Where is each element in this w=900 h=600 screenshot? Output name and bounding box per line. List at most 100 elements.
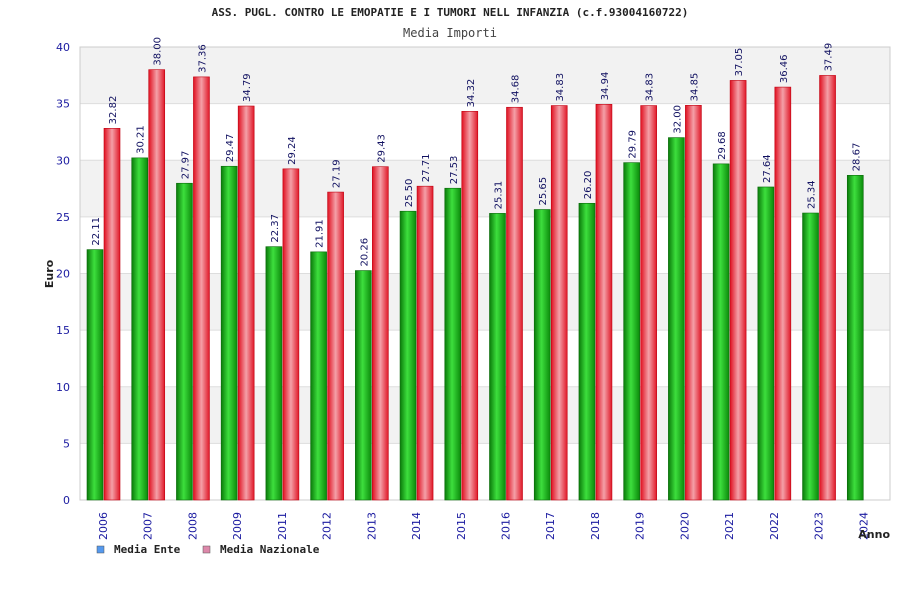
data-label: 37.49 [824, 43, 835, 72]
data-label: 29.79 [628, 130, 639, 159]
plot-band [80, 216, 890, 274]
plot-band [80, 160, 890, 217]
y-tick-label: 35 [56, 98, 70, 111]
x-axis-ticks: 2006 2007 2008 2009 2011 2012 2013 2014 2015 2016… [97, 512, 870, 540]
bar-media-ente-2008 [176, 182, 193, 501]
bar-media-ente-2021 [712, 163, 730, 501]
data-label: 32.00 [672, 105, 683, 134]
data-label: 37.36 [197, 44, 208, 73]
bar-media-nazionale-2009 [237, 105, 255, 501]
data-label: 25.34 [807, 180, 818, 209]
data-label: 34.83 [645, 73, 656, 102]
x-tick-label: 2016 [500, 512, 513, 540]
data-label: 26.20 [583, 171, 594, 200]
data-label: 34.85 [689, 73, 700, 102]
x-tick-label: 2013 [365, 512, 378, 540]
y-tick-label: 40 [56, 41, 70, 54]
data-label: 34.68 [511, 75, 522, 104]
bar-media-ente-2017 [533, 209, 551, 501]
x-tick-label: 2014 [410, 512, 423, 540]
x-tick-label: 2007 [142, 512, 155, 540]
y-tick-label: 10 [56, 381, 70, 394]
data-label: 25.65 [538, 177, 549, 206]
y-axis-label: Euro [43, 259, 56, 288]
y-tick-label: 5 [63, 437, 70, 450]
x-tick-label: 2022 [768, 512, 781, 540]
bar-media-nazionale-2019 [640, 105, 657, 501]
data-label: 29.43 [376, 134, 387, 163]
legend-label-media-ente: Media Ente [114, 543, 181, 556]
x-tick-label: 2021 [723, 512, 736, 540]
x-tick-label: 2020 [678, 512, 691, 540]
plot-frame [79, 46, 891, 501]
data-label: 36.46 [779, 54, 790, 83]
legend-label-media-nazionale: Media Nazionale [220, 543, 320, 556]
data-label: 34.79 [242, 73, 253, 102]
data-label: 27.19 [332, 159, 343, 188]
bar-media-nazionale-2021 [729, 80, 747, 501]
chart-title: ASS. PUGL. CONTRO LE EMOPATIE E I TUMORI… [212, 6, 689, 19]
x-tick-label: 2018 [589, 512, 602, 540]
bar-media-nazionale-2007 [148, 69, 166, 501]
bar-media-nazionale-2022 [774, 86, 792, 501]
x-axis-label: Anno [858, 528, 890, 541]
bar-media-ente-2006 [86, 249, 104, 501]
x-tick-label: 2012 [321, 512, 334, 540]
data-label: 27.64 [762, 154, 773, 183]
plot-band [80, 273, 890, 331]
bar-media-ente-2023 [802, 212, 819, 501]
data-label: 25.31 [494, 181, 505, 210]
data-label: 25.50 [404, 179, 415, 208]
y-tick-label: 15 [56, 324, 70, 337]
legend-swatch-media-ente [96, 545, 105, 554]
x-tick-label: 2011 [276, 512, 289, 540]
y-tick-label: 25 [56, 211, 70, 224]
bar-media-nazionale-2013 [372, 166, 389, 501]
bar-media-nazionale-2014 [416, 185, 434, 501]
data-label: 34.32 [466, 79, 477, 108]
data-label: 29.24 [287, 136, 298, 165]
plot-band [80, 386, 890, 444]
bar-media-nazionale-2012 [327, 191, 344, 501]
legend-swatch-media-nazionale [202, 545, 211, 554]
plot-bands [80, 47, 890, 500]
data-label: 32.82 [108, 96, 119, 125]
bar-media-ente-2014 [399, 210, 417, 501]
data-label: 21.91 [315, 219, 326, 248]
x-tick-label: 2017 [544, 512, 557, 540]
bar-media-ente-2007 [131, 157, 149, 501]
data-label: 22.37 [270, 214, 281, 243]
bar-media-nazionale-2017 [550, 105, 568, 501]
bars [86, 69, 864, 501]
bar-media-nazionale-2020 [685, 105, 702, 501]
data-label: 37.05 [734, 48, 745, 77]
bar-media-nazionale-2016 [506, 106, 523, 501]
bar-media-ente-2022 [757, 186, 775, 501]
bar-media-ente-2016 [489, 213, 506, 501]
x-tick-label: 2006 [97, 512, 110, 540]
data-label: 38.00 [153, 37, 164, 66]
data-label: 29.68 [717, 131, 728, 160]
bar-media-ente-2024 [846, 175, 864, 501]
data-label: 27.71 [421, 154, 432, 183]
bar-media-nazionale-2008 [193, 76, 210, 501]
bar-media-ente-2011 [265, 246, 283, 501]
bar-media-ente-2009 [220, 165, 238, 501]
bar-media-nazionale-2015 [461, 111, 479, 501]
data-label: 27.53 [449, 156, 460, 185]
y-axis-ticks: 0 5 10 15 20 25 30 35 40 [56, 41, 70, 507]
data-label: 20.26 [359, 238, 370, 267]
bar-media-ente-2018 [578, 202, 596, 501]
data-label: 22.11 [91, 217, 102, 246]
bar-media-nazionale-2018 [595, 104, 613, 501]
data-labels: 22.11 32.82 30.21 38.00 27.97 37.36 29.47 34.79… [91, 37, 862, 267]
data-label: 29.47 [225, 134, 236, 163]
data-label: 34.94 [600, 72, 611, 101]
plot-band [80, 330, 890, 387]
bar-media-nazionale-2011 [282, 168, 300, 501]
data-label: 30.21 [136, 125, 147, 154]
x-tick-label: 2008 [186, 512, 199, 540]
bar-media-ente-2013 [355, 270, 372, 501]
y-tick-label: 20 [56, 268, 70, 281]
y-tick-label: 30 [56, 154, 70, 167]
